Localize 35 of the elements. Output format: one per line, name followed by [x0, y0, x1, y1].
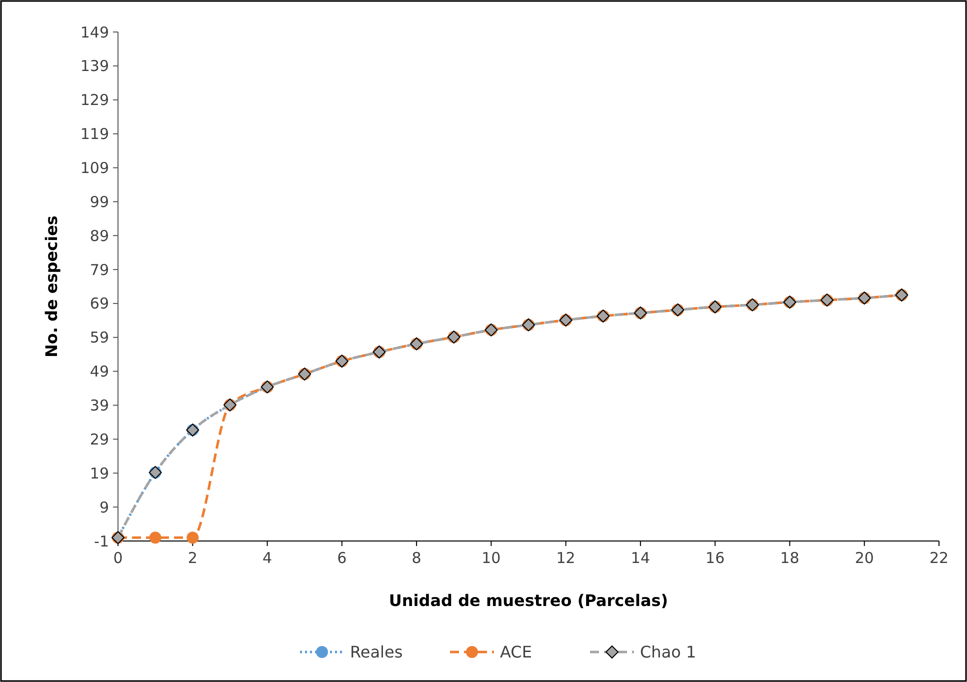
y-tick-label: 89	[90, 226, 109, 245]
x-tick-label: 8	[412, 549, 422, 567]
legend-label: Chao 1	[640, 642, 696, 662]
y-tick-label: 59	[90, 328, 109, 347]
y-tick-label: 99	[90, 192, 109, 211]
x-tick-label: 12	[556, 549, 576, 567]
legend-label: Reales	[350, 642, 403, 662]
y-tick-label: 29	[90, 430, 109, 448]
x-tick-label: 0	[113, 549, 123, 567]
x-tick-label: 6	[337, 549, 347, 567]
y-tick-label: 69	[90, 294, 109, 313]
y-tick-label: 139	[80, 57, 109, 76]
point	[186, 532, 199, 544]
x-tick-label: 10	[482, 549, 501, 567]
point	[149, 532, 162, 544]
x-axis-title: Unidad de muestreo (Parcelas)	[388, 591, 668, 610]
y-tick-label: 119	[80, 125, 109, 144]
y-axis-title: No. de especies	[42, 216, 61, 358]
x-tick-label: 22	[929, 549, 949, 567]
y-tick-label: 19	[90, 464, 109, 482]
x-tick-label: 14	[630, 549, 650, 567]
x-tick-label: 4	[262, 549, 272, 567]
y-tick-label: 49	[90, 362, 109, 381]
y-tick-label: -1	[94, 532, 109, 550]
y-tick-label: 149	[80, 23, 109, 42]
x-tick-label: 2	[188, 549, 198, 567]
y-tick-label: 109	[80, 158, 109, 177]
y-tick-label: 79	[90, 260, 109, 279]
x-tick-label: 16	[706, 549, 725, 567]
y-tick-label: 39	[90, 396, 109, 415]
x-tick-label: 20	[854, 549, 874, 567]
y-tick-label: 129	[80, 91, 109, 110]
x-tick-label: 18	[780, 549, 800, 567]
legend-label: ACE	[500, 642, 532, 662]
y-tick-label: 9	[99, 498, 109, 516]
